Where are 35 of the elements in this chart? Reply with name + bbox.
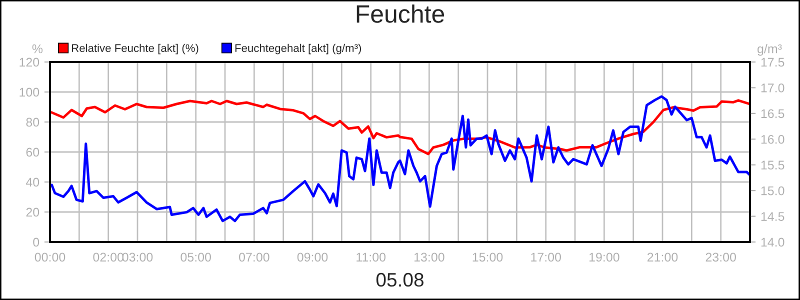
x-tick-label: 03:00 (122, 252, 153, 262)
line-series (50, 95, 750, 222)
y2-tick-label: 14.0 (761, 238, 784, 247)
x-tick-label: 19:00 (589, 252, 620, 262)
y2-tick-label: 16.0 (761, 134, 784, 144)
x-tick-label: 05:00 (180, 252, 211, 262)
x-tick-label: 23:00 (706, 252, 736, 262)
y-tick-label: 0 (33, 238, 40, 247)
x-tick-label: 00:00 (34, 252, 66, 262)
x-tick-label: 11:00 (356, 252, 386, 262)
x-tick-label: 17:00 (531, 252, 561, 262)
x-axis-title: 05.08 (376, 272, 424, 287)
y2-tick-label: 17.5 (761, 58, 784, 67)
x-tick-label: 15:00 (472, 252, 503, 262)
y2-tick-label: 15.5 (761, 160, 784, 170)
x-tick-label: 21:00 (647, 252, 678, 262)
chart-title: Feuchte (356, 4, 444, 23)
x-tick-label: 09:00 (297, 252, 328, 262)
y2-tick-label: 17.0 (761, 84, 784, 92)
y2-tick-label: 14.5 (761, 212, 784, 221)
x-tick-label: 02:00 (93, 252, 124, 262)
y-tick-label: 40 (26, 178, 40, 187)
y-tick-label: 120 (20, 58, 40, 67)
y2-tick-label: 16.5 (761, 109, 784, 118)
x-tick-label: 13:00 (414, 252, 444, 262)
y-tick-label: 80 (26, 118, 40, 127)
legend-label: Relative Feuchte [akt] (%) (72, 44, 198, 54)
y2-axis-title: g/m³ (758, 44, 782, 56)
legend-label: Feuchtegehalt [akt] (g/m³) (235, 44, 362, 54)
y-tick-label: 100 (20, 88, 40, 97)
y-tick-label: 20 (26, 208, 40, 217)
y-axis-title: % (32, 44, 43, 54)
x-tick-label: 07:00 (239, 252, 270, 262)
y2-tick-label: 15.0 (761, 186, 784, 196)
y-tick-label: 60 (26, 148, 40, 157)
